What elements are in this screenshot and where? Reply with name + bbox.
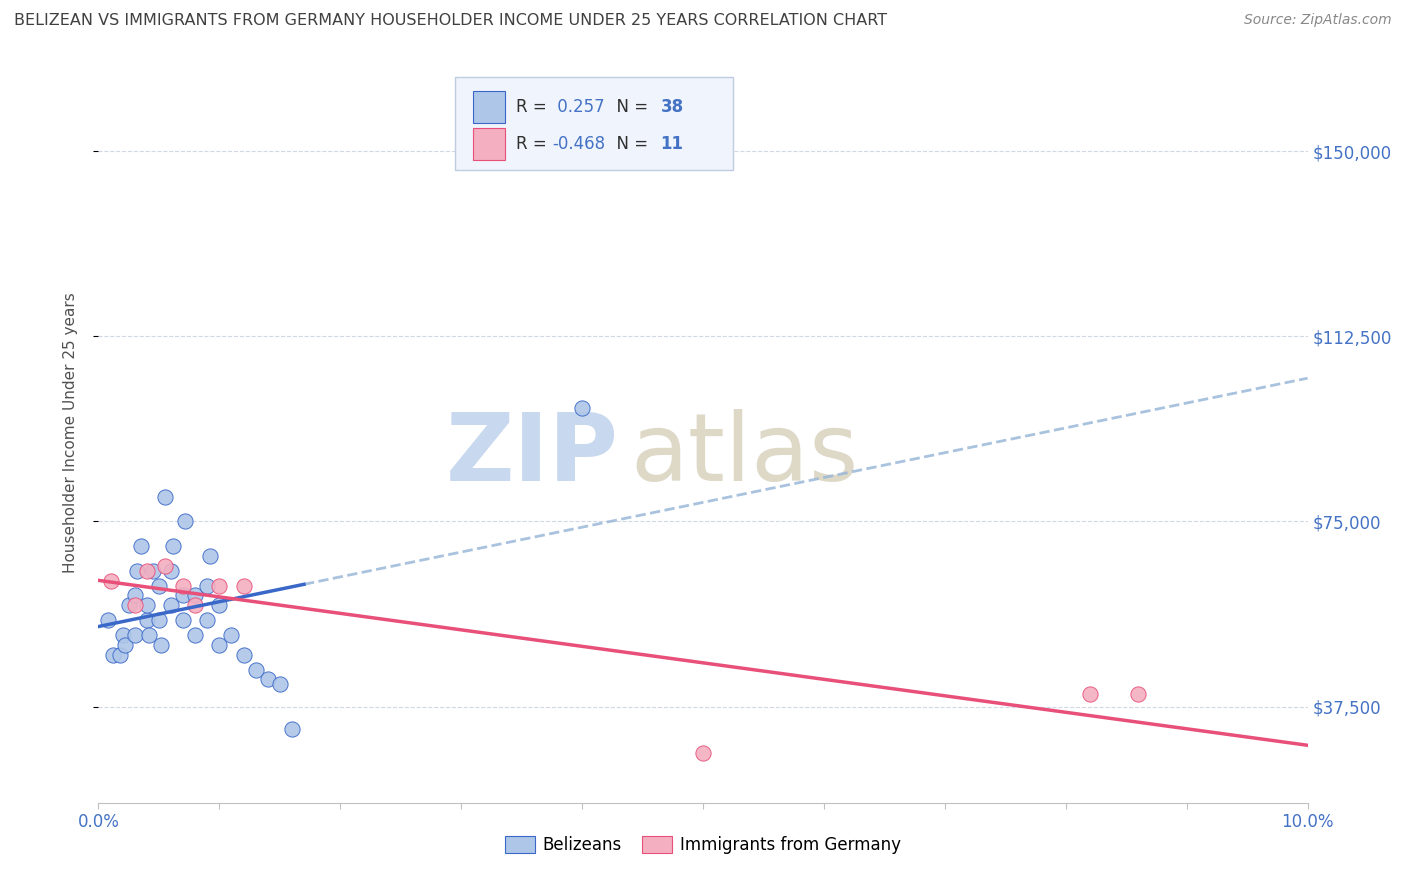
- Point: [153, 558, 176, 573]
- Text: BELIZEAN VS IMMIGRANTS FROM GERMANY HOUSEHOLDER INCOME UNDER 25 YEARS CORRELATIO: BELIZEAN VS IMMIGRANTS FROM GERMANY HOUS…: [14, 13, 887, 29]
- Point: [142, 564, 165, 578]
- Point: [208, 638, 231, 652]
- Point: [281, 722, 304, 736]
- Point: [172, 589, 194, 603]
- Point: [1078, 687, 1101, 701]
- Point: [198, 549, 221, 563]
- Point: [160, 564, 183, 578]
- Point: [148, 579, 170, 593]
- Point: [692, 747, 714, 761]
- Point: [148, 613, 170, 627]
- Point: [172, 613, 194, 627]
- Point: [97, 613, 120, 627]
- Point: [124, 628, 146, 642]
- Point: [208, 579, 231, 593]
- Y-axis label: Householder Income Under 25 years: Householder Income Under 25 years: [63, 293, 77, 573]
- Text: R =: R =: [516, 135, 551, 153]
- Point: [150, 638, 173, 652]
- Point: [160, 599, 183, 613]
- Point: [129, 539, 152, 553]
- Point: [135, 613, 157, 627]
- Point: [124, 589, 146, 603]
- Point: [184, 589, 207, 603]
- Point: [138, 628, 160, 642]
- FancyBboxPatch shape: [456, 78, 734, 169]
- Point: [1128, 687, 1150, 701]
- Point: [221, 628, 243, 642]
- Point: [571, 401, 593, 415]
- Point: [184, 628, 207, 642]
- Point: [256, 673, 278, 687]
- Point: [127, 564, 149, 578]
- Point: [111, 628, 134, 642]
- Point: [184, 599, 207, 613]
- Point: [114, 638, 136, 652]
- Point: [118, 599, 141, 613]
- FancyBboxPatch shape: [474, 128, 505, 161]
- Point: [195, 613, 218, 627]
- Point: [108, 648, 131, 662]
- Point: [174, 515, 197, 529]
- Text: N =: N =: [606, 135, 654, 153]
- Point: [135, 599, 157, 613]
- Text: R =: R =: [516, 98, 551, 116]
- Text: 38: 38: [661, 98, 683, 116]
- Point: [245, 663, 267, 677]
- Point: [124, 599, 146, 613]
- Point: [232, 648, 254, 662]
- Point: [208, 599, 231, 613]
- Point: [195, 579, 218, 593]
- Point: [153, 490, 176, 504]
- Text: N =: N =: [606, 98, 654, 116]
- Text: -0.468: -0.468: [551, 135, 605, 153]
- Point: [269, 677, 291, 691]
- Point: [232, 579, 254, 593]
- Point: [135, 564, 157, 578]
- Point: [100, 574, 122, 588]
- Text: 0.257: 0.257: [551, 98, 605, 116]
- Text: ZIP: ZIP: [446, 409, 619, 500]
- Text: Source: ZipAtlas.com: Source: ZipAtlas.com: [1244, 13, 1392, 28]
- Point: [101, 648, 124, 662]
- Point: [172, 579, 194, 593]
- Text: 11: 11: [661, 135, 683, 153]
- Legend: Belizeans, Immigrants from Germany: Belizeans, Immigrants from Germany: [498, 830, 908, 861]
- Text: atlas: atlas: [630, 409, 859, 500]
- Point: [162, 539, 184, 553]
- FancyBboxPatch shape: [474, 91, 505, 123]
